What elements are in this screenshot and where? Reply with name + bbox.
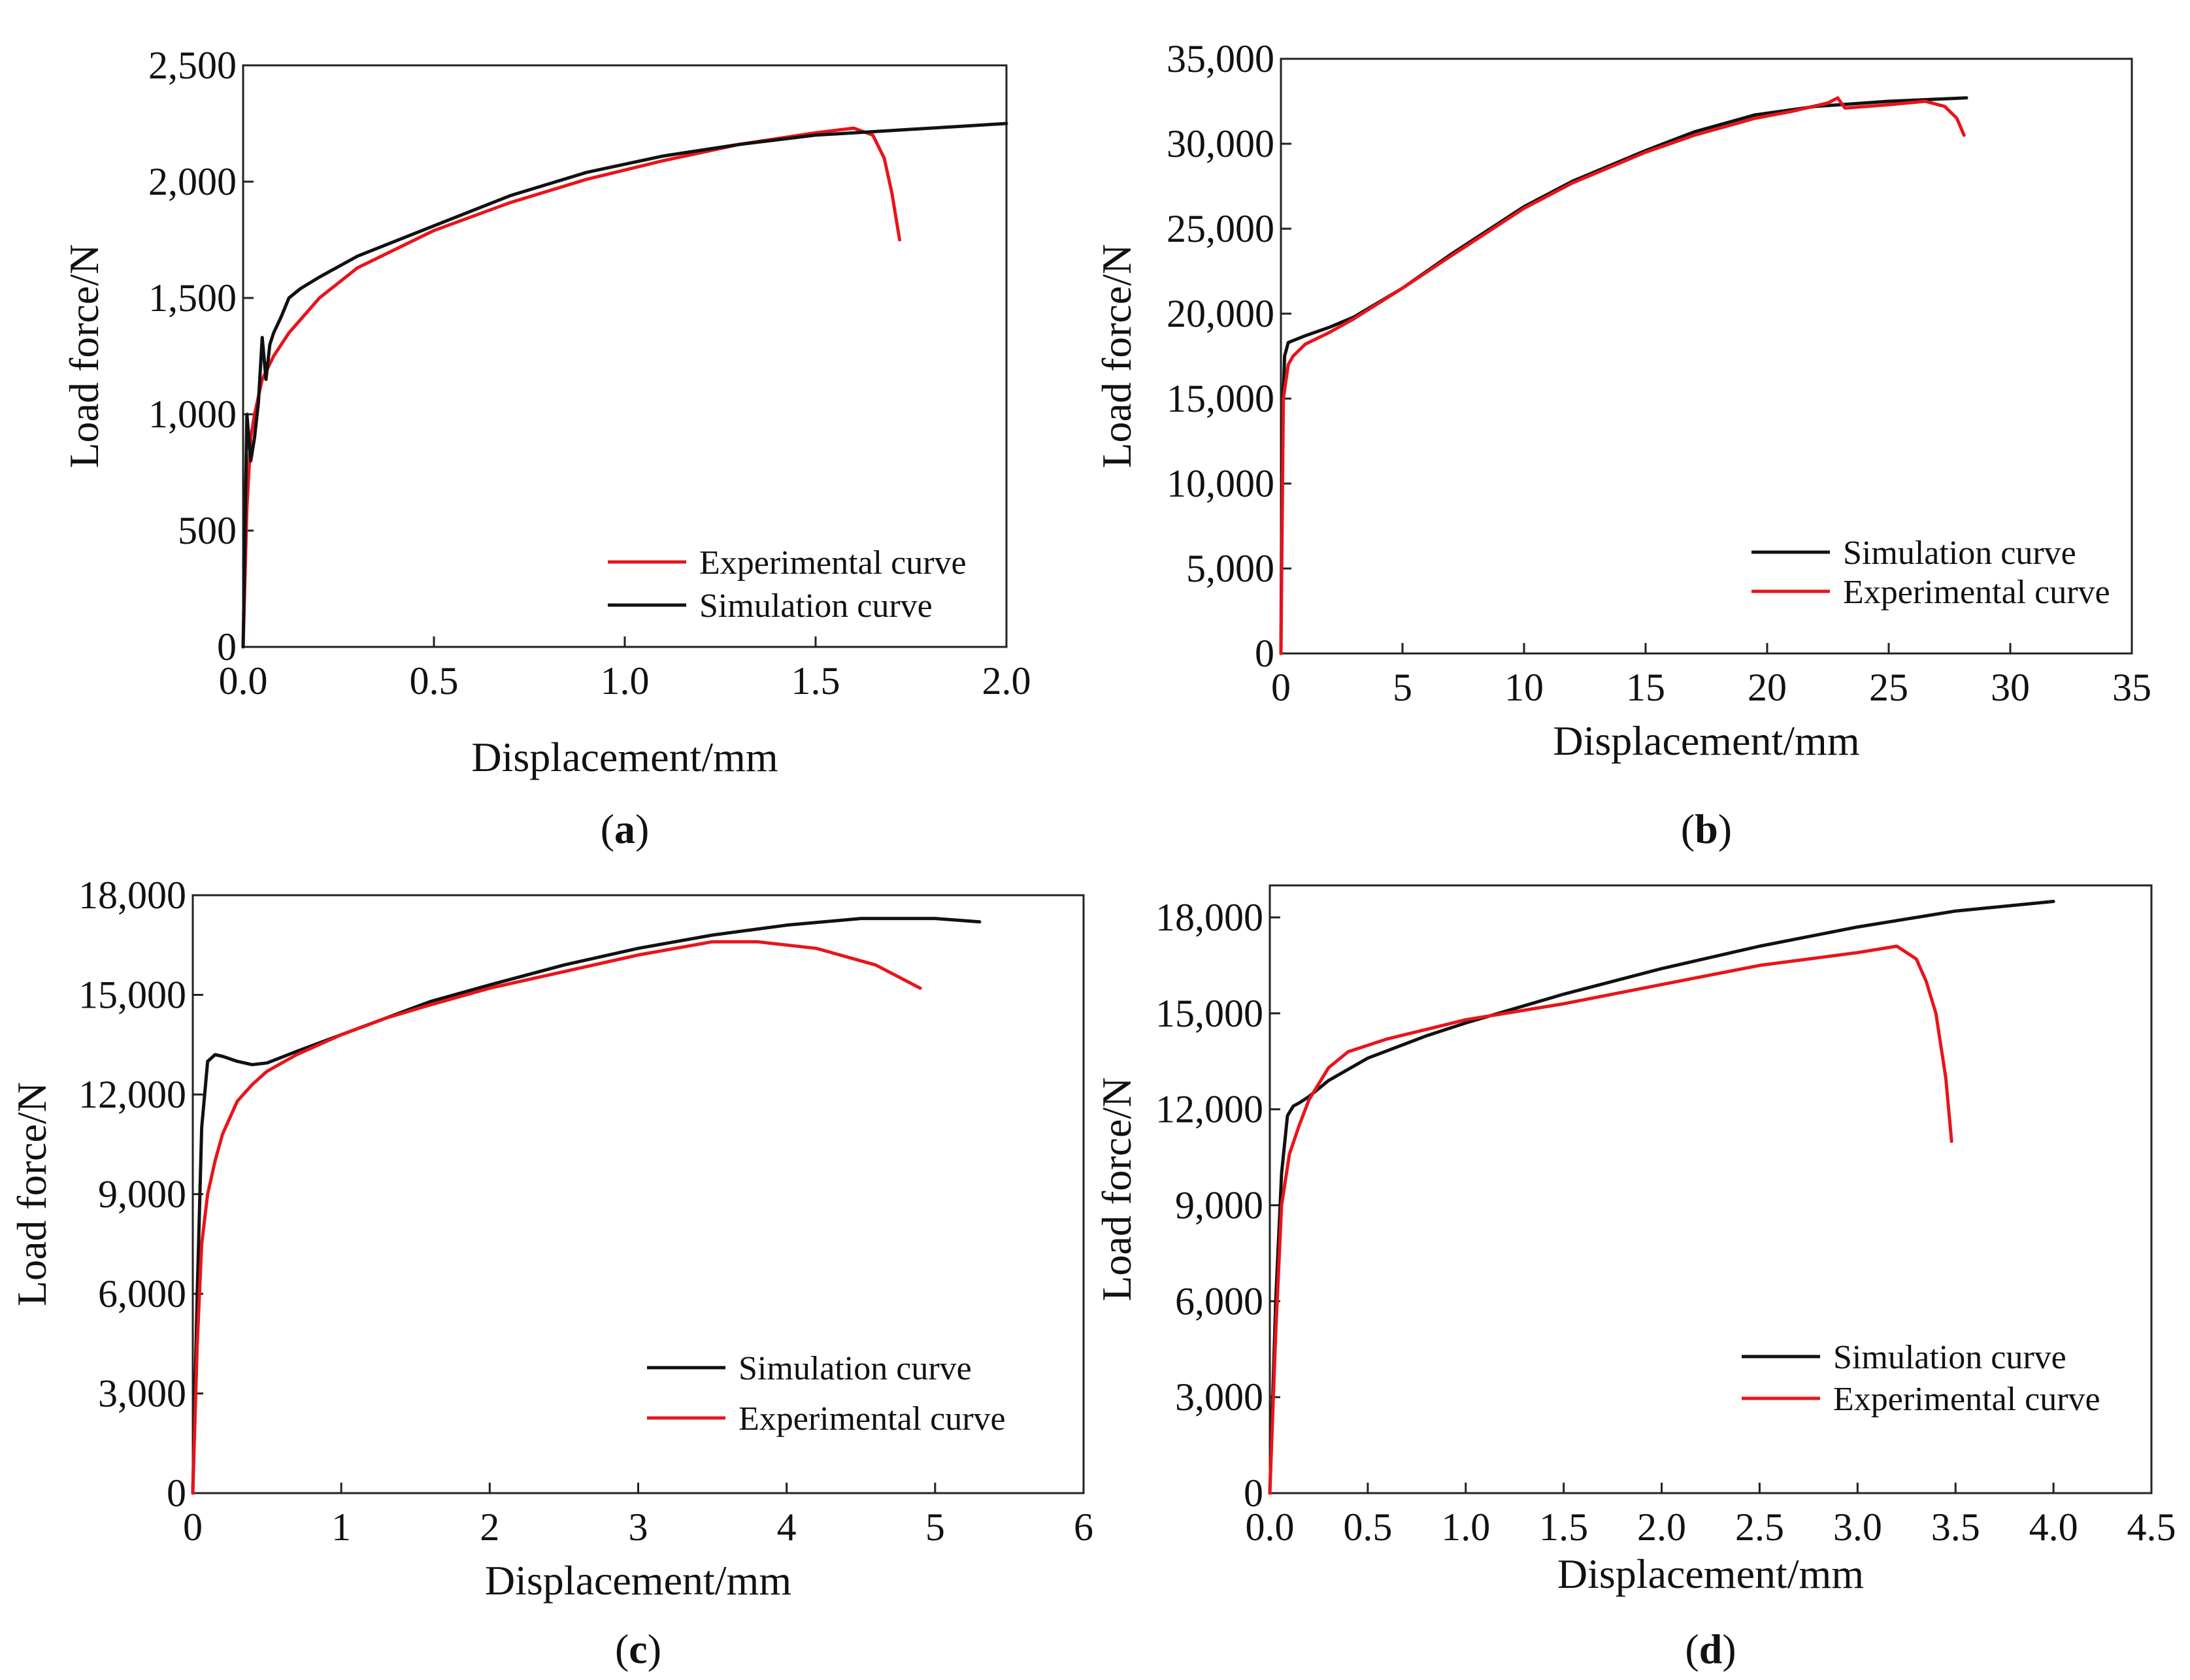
y-tick-label: 9,000 [1175,1183,1263,1227]
y-tick-label: 35,000 [1167,37,1274,80]
series-line-experimental [1279,96,1966,655]
series-line-experimental [191,940,922,1495]
x-tick-label: 2.0 [982,659,1031,702]
legend-label: Experimental curve [1833,1381,2100,1418]
x-tick-label: 0.0 [219,659,268,702]
legend-label: Experimental curve [1843,574,2110,611]
y-axis-title: Load force/N [1093,1078,1140,1302]
y-tick-label: 0 [167,1472,186,1515]
y-tick-label: 18,000 [78,874,186,917]
x-tick-label: 1.0 [601,659,650,702]
x-tick-label: 4.5 [2127,1506,2176,1549]
y-tick-label: 18,000 [1155,896,1263,939]
series-line-simulation [1268,900,2055,1495]
x-tick-label: 2.0 [1637,1506,1686,1549]
x-axis-title: Displacement/mm [485,1557,791,1604]
x-tick-label: 5 [1393,666,1412,709]
x-tick-label: 25 [1869,666,1908,709]
legend-label: Experimental curve [699,544,967,582]
panel-caption: (c) [615,1626,661,1672]
plot-frame [1280,58,2133,655]
y-tick-label: 10,000 [1167,462,1274,505]
x-tick-label: 10 [1504,666,1544,709]
y-tick-label: 12,000 [1155,1088,1263,1131]
legend-label: Simulation curve [699,587,933,625]
y-tick-label: 5,000 [1186,547,1274,590]
y-tick-label: 30,000 [1167,122,1274,165]
y-tick-label: 0 [217,625,237,668]
legend-label: Simulation curve [1833,1339,2066,1376]
series-line-experimental [241,126,901,649]
x-tick-label: 15 [1626,666,1665,709]
panel-caption: (a) [601,806,650,852]
x-axis-title: Displacement/mm [1557,1551,1864,1597]
x-tick-label: 3.0 [1833,1506,1882,1549]
y-tick-label: 6,000 [1175,1279,1263,1323]
x-tick-label: 3 [629,1506,648,1549]
y-axis-title: Load force/N [8,1082,55,1306]
x-tick-label: 5 [925,1506,945,1549]
y-tick-label: 15,000 [78,974,186,1017]
legend-label: Simulation curve [738,1350,972,1387]
x-tick-label: 3.5 [1931,1506,1980,1549]
x-tick-label: 4.0 [2029,1506,2078,1549]
x-tick-label: 35 [2112,666,2151,709]
x-tick-label: 1.5 [791,659,840,702]
y-tick-label: 12,000 [78,1073,186,1116]
legend-label: Simulation curve [1843,535,2076,572]
y-tick-label: 2,000 [148,160,237,203]
x-tick-label: 4 [777,1506,797,1549]
y-tick-label: 25,000 [1167,207,1274,250]
legend-label: Experimental curve [738,1400,1006,1438]
chart-panel-d: 0.0 0.5 1.0 1.5 2.0 2.5 3.0 3.5 4.0 4.5 0 3,000 6,00… [1093,884,2176,1672]
y-tick-label: 15,000 [1167,377,1274,420]
x-tick-label: 6 [1074,1506,1093,1549]
y-tick-label: 9,000 [98,1173,186,1216]
plot-frame [1269,884,2153,1494]
chart-panel-a: 0.0 0.5 1.0 1.5 2.0 0 500 1,000 1,500 2,000 2,500 D… [61,44,1031,852]
y-tick-label: 2,500 [148,44,237,87]
x-tick-label: 0 [1271,666,1291,709]
x-axis-title: Displacement/mm [1553,717,1859,764]
y-tick-label: 3,000 [1175,1375,1263,1419]
panel-caption: (b) [1681,806,1732,852]
x-tick-label: 0.0 [1246,1506,1295,1549]
y-tick-label: 1,500 [148,276,237,320]
panel-caption: (d) [1685,1626,1736,1672]
series-line-experimental [1268,944,1953,1495]
x-tick-label: 0.5 [1343,1506,1392,1549]
x-axis-title: Displacement/mm [471,734,778,780]
x-tick-label: 1.0 [1441,1506,1490,1549]
x-tick-label: 30 [1991,666,2030,709]
y-tick-label: 15,000 [1155,992,1263,1035]
y-tick-label: 0 [1255,632,1274,675]
x-tick-label: 0 [183,1506,203,1549]
y-tick-label: 3,000 [98,1372,186,1415]
y-tick-label: 20,000 [1167,292,1274,335]
chart-panel-c: 0 1 2 3 4 5 6 0 3,000 6,000 9,000 12,000 15,000 18,00… [8,874,1093,1672]
y-axis-title: Load force/N [1093,244,1140,469]
y-axis-title: Load force/N [61,244,107,469]
x-tick-label: 0.5 [410,659,459,702]
y-tick-label: 500 [178,509,237,552]
x-tick-label: 20 [1748,666,1787,709]
y-tick-label: 0 [1244,1472,1263,1515]
series-line-simulation [241,122,1008,649]
y-tick-label: 1,000 [148,393,237,436]
x-tick-label: 2 [480,1506,499,1549]
chart-panel-b: 0 5 10 15 20 25 30 35 0 5,000 10,000 15,000 20,000 25… [1093,37,2151,852]
x-tick-label: 1.5 [1539,1506,1588,1549]
y-tick-label: 6,000 [98,1272,186,1315]
x-tick-label: 2.5 [1735,1506,1784,1549]
x-tick-label: 1 [331,1506,351,1549]
